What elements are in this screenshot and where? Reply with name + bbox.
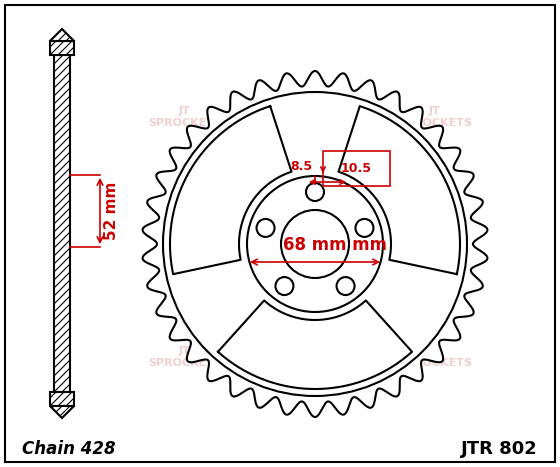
Text: JT
SPROCKETS: JT SPROCKETS	[148, 346, 222, 368]
Text: JT
SPROCKETS: JT SPROCKETS	[148, 236, 222, 258]
Polygon shape	[170, 106, 292, 274]
Circle shape	[306, 183, 324, 201]
Circle shape	[281, 210, 349, 278]
Text: JT
SPROCKETS: JT SPROCKETS	[398, 236, 472, 258]
Text: JT
SPROCKETS: JT SPROCKETS	[148, 106, 222, 128]
Bar	[323, 151, 390, 186]
Text: JT
SPROCKETS: JT SPROCKETS	[398, 346, 472, 368]
Text: 52 mm: 52 mm	[105, 182, 119, 240]
Text: JT
SPROCKETS: JT SPROCKETS	[283, 321, 357, 343]
Text: Chain 428: Chain 428	[22, 440, 115, 458]
Polygon shape	[50, 406, 74, 418]
Circle shape	[337, 277, 354, 295]
Text: JTR 802: JTR 802	[461, 440, 538, 458]
Circle shape	[256, 219, 274, 237]
Polygon shape	[338, 106, 460, 274]
Polygon shape	[50, 29, 74, 41]
Bar	[54, 55, 70, 392]
Text: JT
SPROCKETS: JT SPROCKETS	[398, 106, 472, 128]
Bar	[50, 41, 74, 55]
Circle shape	[247, 176, 383, 312]
Polygon shape	[218, 300, 412, 389]
Text: 68 mm mm: 68 mm mm	[283, 236, 387, 254]
Polygon shape	[143, 71, 487, 417]
Text: 8.5: 8.5	[290, 160, 312, 172]
Circle shape	[163, 92, 467, 396]
Text: 10.5: 10.5	[341, 162, 372, 175]
Circle shape	[276, 277, 293, 295]
Circle shape	[356, 219, 374, 237]
Text: JT
SPROCKETS: JT SPROCKETS	[283, 146, 357, 168]
Bar	[50, 392, 74, 406]
